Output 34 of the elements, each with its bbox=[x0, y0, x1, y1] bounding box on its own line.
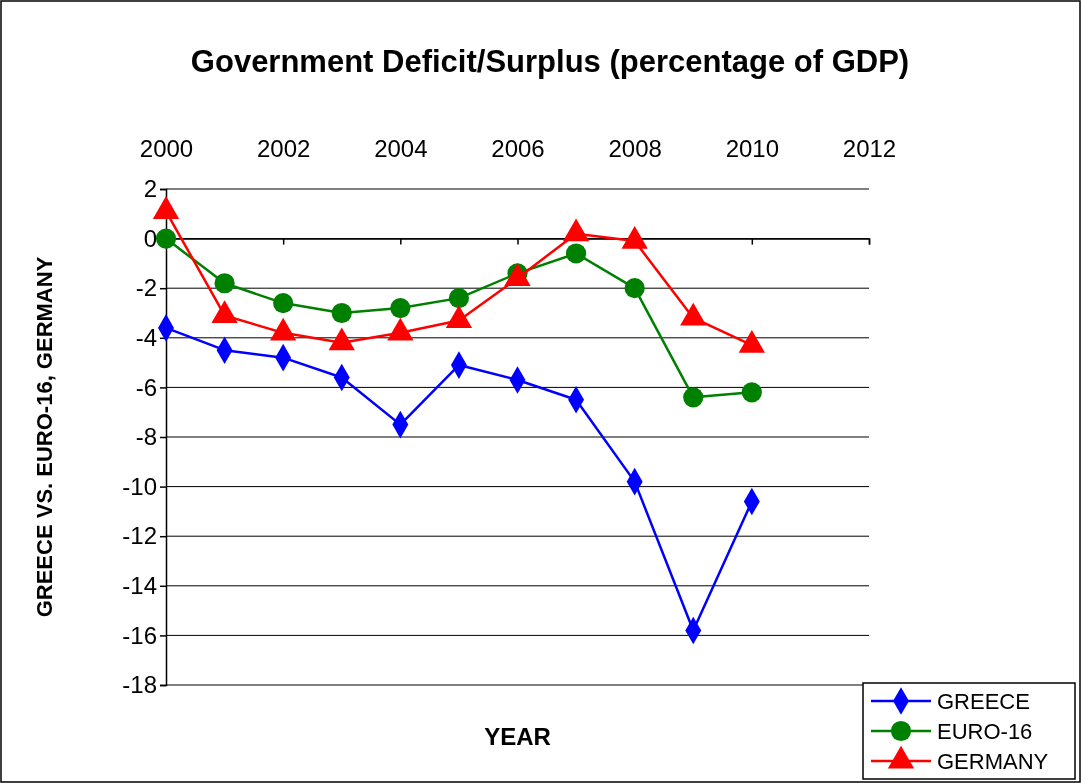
point bbox=[565, 243, 587, 264]
x-tick-label: 2004 bbox=[374, 135, 428, 162]
y-tick-label: -16 bbox=[122, 621, 157, 649]
y-tick-label: -4 bbox=[135, 323, 157, 351]
point bbox=[624, 278, 645, 299]
x-tick-label: 2010 bbox=[725, 135, 780, 162]
y-tick-label: -12 bbox=[122, 522, 157, 550]
x-tick-label: 2008 bbox=[608, 135, 662, 162]
y-tick-label: 0 bbox=[143, 224, 157, 252]
x-tick-label: 2006 bbox=[491, 135, 545, 162]
x-tick-label: 2000 bbox=[139, 135, 194, 162]
point bbox=[683, 387, 704, 408]
chart-title: Government Deficit/Surplus (percentage of GDP) bbox=[190, 44, 910, 79]
y-tick-label: -18 bbox=[122, 671, 157, 699]
legend-label: GERMANY bbox=[937, 748, 1049, 774]
y-tick-label: -6 bbox=[135, 373, 157, 401]
y-tick-label: -8 bbox=[135, 423, 157, 451]
point bbox=[273, 293, 294, 314]
y-tick-label: -14 bbox=[122, 571, 157, 599]
x-axis-title: YEAR bbox=[484, 723, 551, 750]
point bbox=[741, 382, 762, 403]
x-tick-label: 2012 bbox=[842, 135, 897, 162]
legend-label: GREECE bbox=[937, 688, 1030, 714]
y-tick-label: -10 bbox=[122, 472, 157, 500]
point bbox=[331, 302, 352, 324]
point bbox=[155, 228, 177, 249]
y-axis-title: GREECE VS. EURO-16, GERMANY bbox=[32, 256, 57, 618]
point bbox=[448, 288, 470, 309]
y-tick-label: 2 bbox=[143, 175, 157, 203]
point bbox=[214, 273, 235, 294]
x-tick-label: 2002 bbox=[256, 135, 311, 162]
y-tick-label: -2 bbox=[135, 274, 157, 302]
point bbox=[390, 297, 411, 319]
legend-label: EURO-16 bbox=[937, 718, 1033, 744]
